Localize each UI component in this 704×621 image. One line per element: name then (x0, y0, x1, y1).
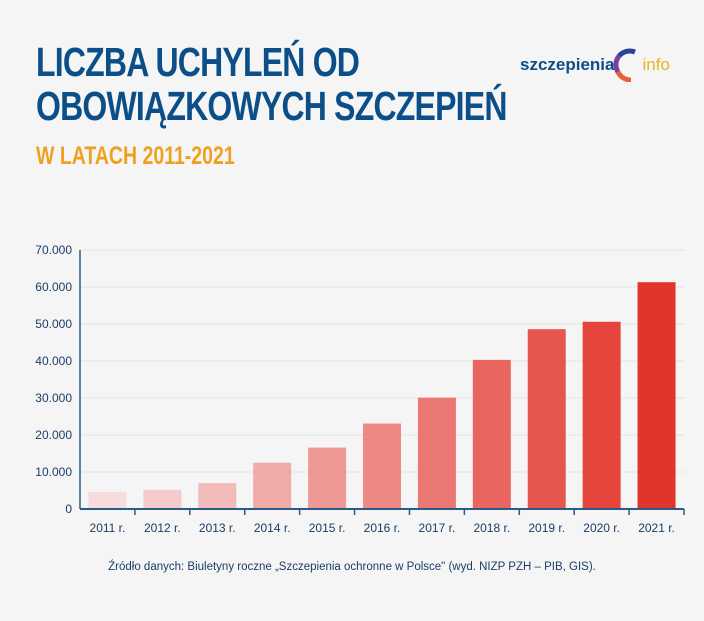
x-tick-label: 2020 r. (583, 521, 620, 535)
title-line-1: LICZBA UCHYLEŃ OD (36, 39, 360, 85)
bar-2011 (88, 491, 127, 509)
x-tick-label: 2017 r. (419, 521, 456, 535)
bar-2019 (527, 329, 566, 509)
y-tick-label: 50.000 (35, 317, 72, 331)
y-tick-label: 20.000 (35, 428, 72, 442)
x-tick-label: 2012 r. (144, 521, 181, 535)
chart-subtitle: W LATACH 2011-2021 (36, 142, 235, 170)
bar-2021 (637, 282, 676, 509)
bar-2017 (417, 397, 456, 509)
logo-ring-icon (612, 48, 636, 82)
logo-text-accent: info (642, 55, 670, 74)
bar-2012 (143, 489, 182, 509)
x-tick-label: 2016 r. (364, 521, 401, 535)
x-tick-label: 2015 r. (309, 521, 346, 535)
x-tick-label: 2021 r. (638, 521, 675, 535)
bar-2020 (582, 321, 621, 509)
y-tick-label: 30.000 (35, 391, 72, 405)
bar-2013 (198, 483, 237, 509)
y-tick-label: 10.000 (35, 465, 72, 479)
x-tick-label: 2018 r. (473, 521, 510, 535)
x-tick-label: 2014 r. (254, 521, 291, 535)
title-line-2: OBOWIĄZKOWYCH SZCZEPIEŃ (36, 83, 507, 129)
y-tick-label: 0 (65, 502, 72, 516)
y-tick-label: 60.000 (35, 280, 72, 294)
logo-text-main: szczepienia (520, 55, 615, 74)
x-tick-label: 2013 r. (199, 521, 236, 535)
bar-2016 (363, 423, 401, 509)
bar-2014 (253, 462, 292, 509)
x-tick-label: 2019 r. (528, 521, 565, 535)
logo: szczepienia info (520, 48, 670, 82)
x-tick-label: 2011 r. (90, 521, 126, 535)
bar-2015 (308, 447, 347, 509)
chart-title: LICZBA UCHYLEŃ OD OBOWIĄZKOWYCH SZCZEPIE… (36, 40, 507, 128)
source-note: Źródło danych: Biuletyny roczne „Szczepi… (108, 561, 596, 573)
y-tick-label: 70.000 (35, 243, 72, 257)
bar-2018 (472, 359, 511, 509)
y-tick-label: 40.000 (35, 354, 72, 368)
